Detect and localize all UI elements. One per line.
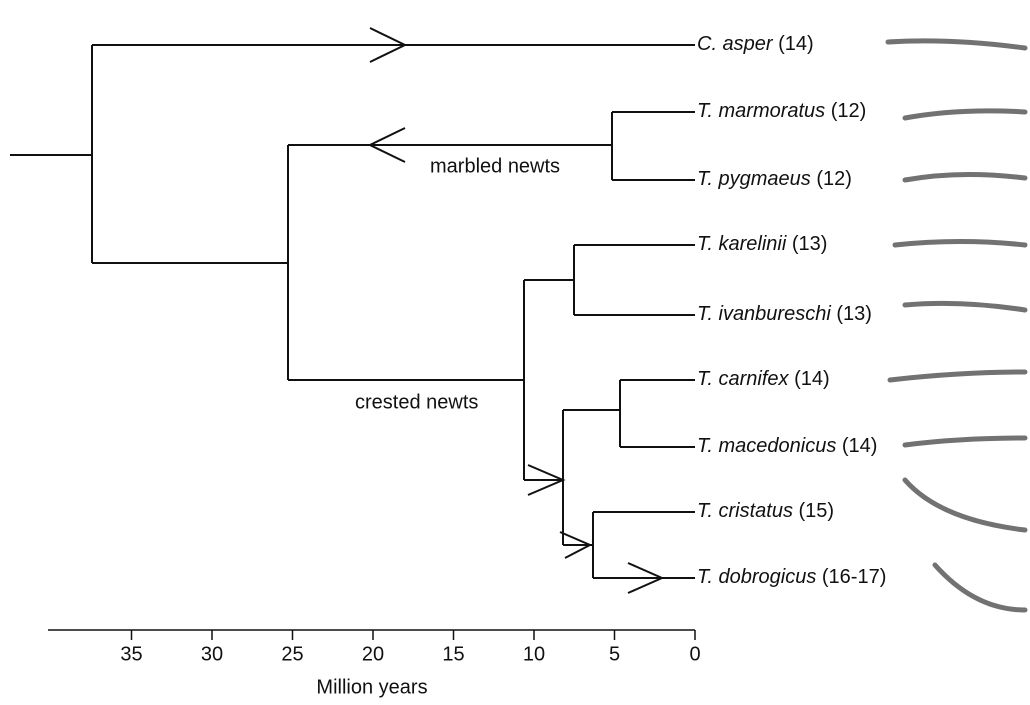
taxon-label: T. macedonicus (14) xyxy=(697,435,877,457)
chromosome-count: (12) xyxy=(811,168,852,190)
taxon-name: T. carnifex xyxy=(697,368,790,390)
taxon-label: T. pygmaeus (12) xyxy=(697,168,852,190)
chromosome-count: (13) xyxy=(831,303,872,325)
chromosome-count: (12) xyxy=(825,100,866,122)
chromosome-count: (16-17) xyxy=(816,566,886,588)
taxon-label: T. dobrogicus (16-17) xyxy=(697,566,886,588)
axis-tick-label: 15 xyxy=(442,643,464,665)
chromosome-count: (14) xyxy=(789,368,830,390)
axis-tick-label: 20 xyxy=(362,643,384,665)
taxon-name: C. asper xyxy=(697,33,774,55)
taxon-name: T. cristatus xyxy=(697,500,793,522)
taxon-label: C. asper (14) xyxy=(697,33,814,55)
taxon-label: T. ivanbureschi (13) xyxy=(697,303,872,325)
axis-tick-label: 5 xyxy=(609,643,620,665)
tree-branches xyxy=(10,44,695,579)
chromosome-count: (14) xyxy=(773,33,814,55)
chromosome-count: (15) xyxy=(793,500,834,522)
clade-label: marbled newts xyxy=(430,155,560,177)
chromosome-count: (14) xyxy=(836,435,877,457)
axis-tick-label: 25 xyxy=(281,643,303,665)
axis-tick-label: 0 xyxy=(689,643,700,665)
taxon-label: T. karelinii (13) xyxy=(697,233,827,255)
chromosome-count: (13) xyxy=(786,233,827,255)
taxon-name: T. karelinii xyxy=(697,233,787,255)
axis-tick-label: 35 xyxy=(120,643,142,665)
taxon-name: T. macedonicus xyxy=(697,435,836,457)
specimen-silhouettes xyxy=(885,38,1028,613)
taxon-label: T. marmoratus (12) xyxy=(697,100,866,122)
axis-tick-label: 30 xyxy=(201,643,223,665)
taxon-name: T. pygmaeus xyxy=(697,168,811,190)
axis-title: Million years xyxy=(316,676,427,698)
taxon-name: T. dobrogicus xyxy=(697,566,816,588)
clade-label: crested newts xyxy=(355,391,478,413)
taxon-name: T. marmoratus xyxy=(697,100,825,122)
taxon-label: T. cristatus (15) xyxy=(697,500,834,522)
dispersal-arrows xyxy=(367,27,665,594)
axis-tick-label: 10 xyxy=(523,643,545,665)
taxon-label: T. carnifex (14) xyxy=(697,368,830,390)
taxon-name: T. ivanbureschi xyxy=(697,303,831,325)
